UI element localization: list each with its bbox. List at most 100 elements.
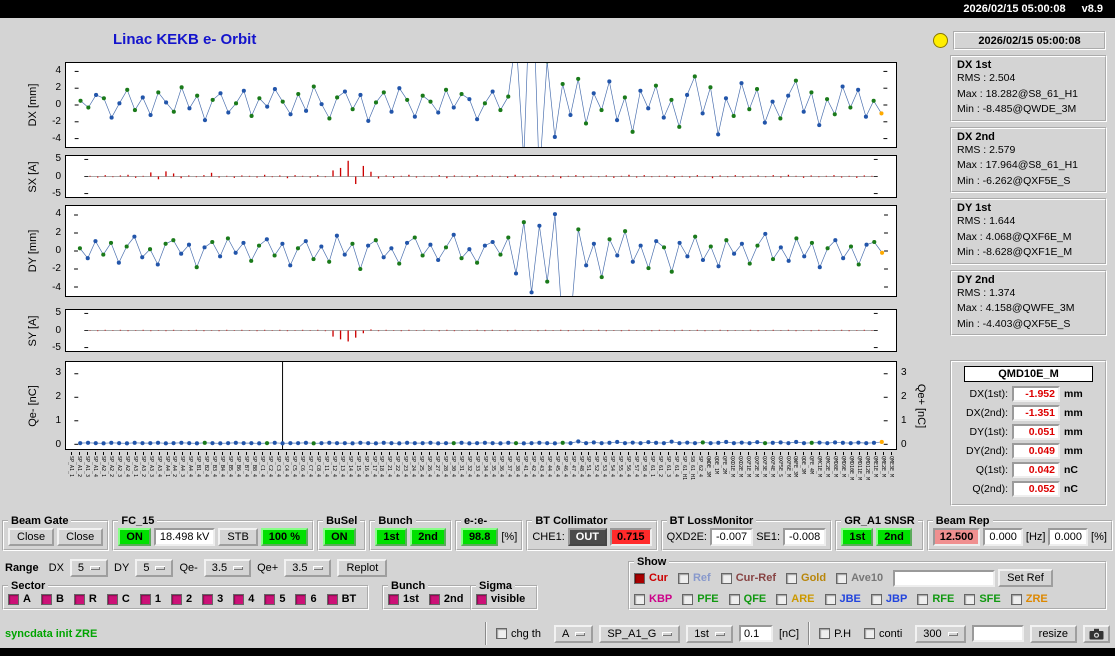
- checkbox-show-zre[interactable]: ZRE: [1010, 593, 1048, 605]
- threshold-input[interactable]: [738, 625, 773, 642]
- checkbox-show-qfe[interactable]: QFE: [728, 593, 766, 605]
- panel-title-beam-rep: Beam Rep: [932, 515, 993, 527]
- checkbox-sector-4[interactable]: 4: [233, 593, 254, 605]
- checkbox-show-kbp[interactable]: KBP: [634, 593, 672, 605]
- x-tick: [134, 452, 136, 455]
- range-name-qe: Qe-: [179, 562, 198, 574]
- dropdown-bpm-select[interactable]: SP_A1_G: [599, 624, 681, 643]
- checkbox-show-are[interactable]: ARE: [776, 593, 815, 605]
- checkbox-indicator: [139, 593, 151, 605]
- x-tick-label: SP_35_4: [489, 456, 496, 478]
- dark-out[interactable]: OUT: [567, 528, 607, 546]
- monitor-label: DX(1st):: [969, 388, 1008, 400]
- x-tick-label: SP_44_4: [545, 456, 552, 478]
- monitor-row-q-2nd: Q(2nd): 0.052 nC: [956, 481, 1101, 497]
- led-100[interactable]: 100 %: [260, 528, 308, 546]
- monitor-name[interactable]: QMD10E_M: [964, 366, 1093, 382]
- checkbox-sector-b[interactable]: B: [40, 593, 64, 605]
- checkbox-bunch-1st[interactable]: 1st: [388, 593, 419, 605]
- count-input[interactable]: [971, 625, 1024, 642]
- checkbox-show-cur[interactable]: Cur: [634, 572, 668, 584]
- x-tick-label: SP_A1_2: [75, 456, 82, 478]
- checkbox-sector-5[interactable]: 5: [264, 593, 285, 605]
- checkbox-sector-c[interactable]: C: [106, 593, 130, 605]
- checkbox-sector-2[interactable]: 2: [170, 593, 192, 605]
- dropdown-repeat-count[interactable]: 300: [915, 624, 966, 643]
- monitor-unit: mm: [1064, 388, 1083, 400]
- led-2nd[interactable]: 2nd: [876, 528, 912, 546]
- checkbox-chg-th[interactable]: chg th: [496, 628, 541, 640]
- checkbox-show-ref[interactable]: Ref: [677, 572, 711, 584]
- checkbox-show-ave10[interactable]: Ave10: [836, 572, 883, 584]
- checkbox-show-sfe[interactable]: SFE: [964, 593, 1001, 605]
- button-close[interactable]: Close: [8, 528, 55, 546]
- plot-q[interactable]: [65, 361, 897, 450]
- checkbox-sigma-visible[interactable]: visible: [476, 593, 525, 605]
- set-ref-button[interactable]: Set Ref: [998, 569, 1053, 587]
- panel-bt-lossmonitor: BT LossMonitor QXD2E: -0.007 SE1: -0.008: [660, 515, 833, 551]
- x-tick: [349, 452, 351, 455]
- x-tick: [429, 452, 431, 455]
- optionmenu-dash-icon: [575, 631, 586, 636]
- x-tick: [652, 452, 654, 455]
- dropdown-range-qe[interactable]: 3.5: [284, 559, 332, 577]
- checkbox-sector-3[interactable]: 3: [202, 593, 223, 605]
- monitor-rows: DX(1st): -1.952 mm DX(2nd): -1.351 mm DY(1st):…: [956, 386, 1101, 497]
- checkbox-sector-a[interactable]: A: [8, 593, 31, 605]
- checkbox-sector-r[interactable]: R: [73, 593, 97, 605]
- x-tick-label: SP_A1_1: [68, 456, 74, 478]
- checkbox-show-jbe[interactable]: JBE: [824, 593, 861, 605]
- checkbox-show-rfe[interactable]: RFE: [917, 593, 954, 605]
- ref-file-input[interactable]: [893, 569, 996, 587]
- x-tick: [381, 452, 383, 455]
- x-tick: [540, 452, 542, 455]
- dropdown-sector-select[interactable]: A: [553, 624, 594, 643]
- plot-sy[interactable]: [65, 309, 897, 352]
- resize-button[interactable]: resize: [1029, 624, 1077, 643]
- x-tick-label: SP_48_4: [577, 456, 584, 478]
- button-close[interactable]: Close: [57, 528, 104, 546]
- x-tick: [612, 452, 614, 455]
- x-tick: [739, 452, 741, 455]
- checkbox-label: 1: [154, 593, 161, 605]
- replot-button[interactable]: Replot: [337, 559, 388, 577]
- checkbox-label: 1st: [403, 593, 419, 605]
- checkbox-label: chg th: [511, 627, 541, 640]
- x-tick-label: SP_61_1: [649, 456, 656, 478]
- dropdown-bunch-select[interactable]: 1st: [686, 624, 733, 643]
- y-tick-label: 3: [55, 367, 61, 379]
- led-98-8[interactable]: 98.8: [460, 528, 499, 546]
- plot-dx[interactable]: [65, 62, 897, 148]
- checkbox-bunch-2nd[interactable]: 2nd: [428, 593, 463, 605]
- optionmenu-dash-icon: [90, 566, 101, 570]
- button-stb[interactable]: STB: [218, 528, 258, 546]
- checkbox-show-gold[interactable]: Gold: [786, 572, 826, 584]
- led-2nd[interactable]: 2nd: [410, 528, 446, 546]
- group-title-bunch: Bunch: [388, 580, 429, 592]
- x-tick-label: SP_37_4: [505, 456, 512, 478]
- screenshot-camera-button[interactable]: [1083, 624, 1110, 643]
- dropdown-range-dy[interactable]: 5: [135, 559, 174, 577]
- checkbox-sector-6[interactable]: 6: [295, 593, 317, 605]
- checkbox-indicator: [106, 593, 118, 605]
- led-on[interactable]: ON: [323, 528, 356, 546]
- checkbox-conti[interactable]: conti: [864, 628, 902, 640]
- checkbox-label: Ave10: [851, 572, 884, 584]
- x-tick: [469, 452, 471, 455]
- checkbox-sector-1[interactable]: 1: [139, 593, 161, 605]
- checkbox-sector-bt[interactable]: BT: [326, 593, 356, 605]
- led-1st[interactable]: 1st: [375, 528, 408, 546]
- plot-sx[interactable]: [65, 155, 897, 198]
- range-controls: Range DX 5 DY 5 Qe- 3.5 Qe+ 3.5 Replot: [5, 559, 388, 577]
- x-tick: [333, 452, 335, 455]
- led-1st[interactable]: 1st: [841, 528, 874, 546]
- checkbox-show-jbp[interactable]: JBP: [870, 593, 907, 605]
- checkbox-ph[interactable]: P.H: [819, 628, 851, 640]
- optionmenu-dash-icon: [947, 631, 958, 636]
- dropdown-range-dx[interactable]: 5: [69, 559, 109, 577]
- checkbox-show-pfe[interactable]: PFE: [682, 593, 719, 605]
- led-on[interactable]: ON: [118, 528, 151, 546]
- dropdown-range-qe[interactable]: 3.5: [203, 559, 252, 577]
- checkbox-show-cur-ref[interactable]: Cur-Ref: [720, 572, 776, 584]
- plot-dy[interactable]: [65, 205, 897, 297]
